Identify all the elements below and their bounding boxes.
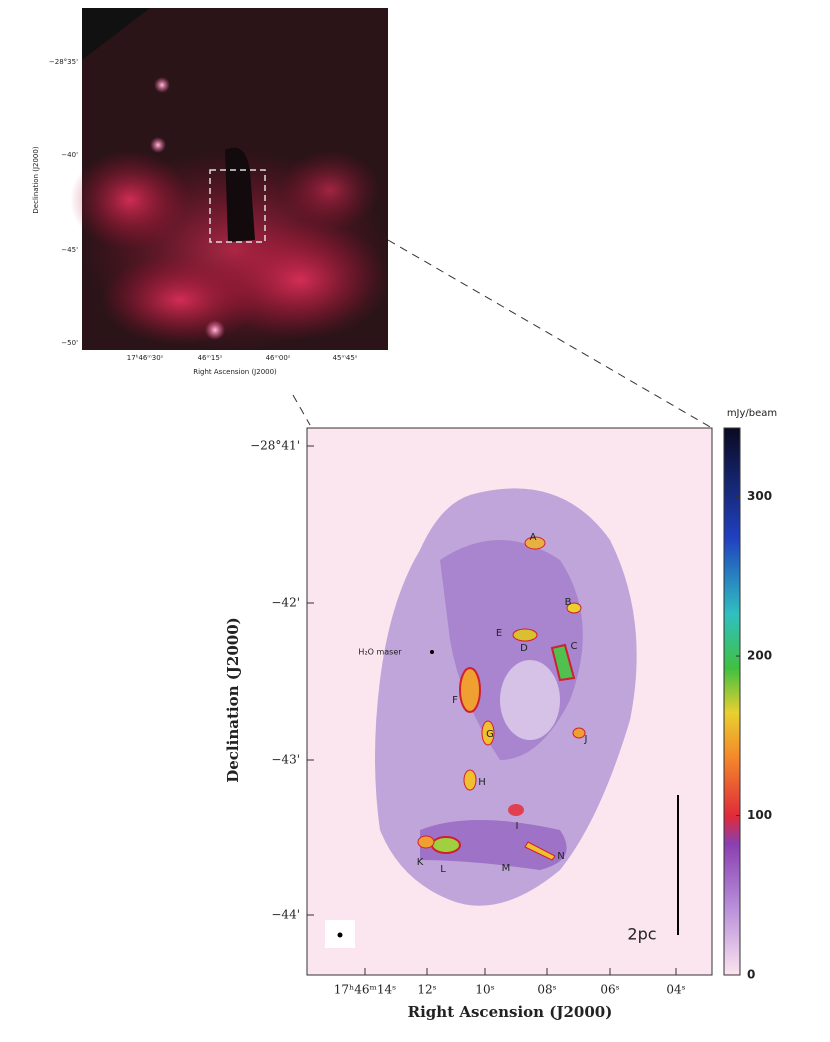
x-tick-label: 12ˢ xyxy=(417,983,436,997)
top-y-tick-label: −45' xyxy=(61,246,78,254)
source-label: L xyxy=(440,864,446,875)
main-xlabel: Right Ascension (J2000) xyxy=(408,1003,613,1021)
y-tick-label: −42' xyxy=(271,596,300,610)
source-label: H xyxy=(478,777,486,788)
zoom-line xyxy=(292,394,311,426)
y-tick-label: −43' xyxy=(271,753,300,767)
main-ylabel: Declination (J2000) xyxy=(224,617,242,783)
colorbar-tick-label: 0 xyxy=(747,968,755,982)
colorbar xyxy=(723,427,741,976)
source-label: M xyxy=(502,863,511,874)
colorbar-tick-label: 100 xyxy=(747,808,772,822)
top-image xyxy=(70,8,390,350)
source-label: F xyxy=(452,695,458,706)
main-map xyxy=(306,427,713,976)
top-x-tick-label: 45ᵐ45ˢ xyxy=(333,354,358,362)
source-label: N xyxy=(557,851,564,862)
colorbar-tick-label: 300 xyxy=(747,489,772,503)
source-label: E xyxy=(496,628,502,639)
top-x-tick-label: 46ᵐ00ˢ xyxy=(266,354,291,362)
x-tick-label: 08ˢ xyxy=(537,983,556,997)
source-label: K xyxy=(417,857,424,868)
maser-label: H₂O maser xyxy=(358,648,402,657)
source-label: C xyxy=(571,641,578,652)
source-label: G xyxy=(486,729,494,740)
x-tick-label: 06ˢ xyxy=(600,983,619,997)
top-y-tick-label: −28°35' xyxy=(49,58,78,66)
x-tick-label: 10ˢ xyxy=(475,983,494,997)
source-label: I xyxy=(516,821,519,832)
source-label: B xyxy=(565,597,572,608)
top-y-tick-label: −50' xyxy=(61,339,78,347)
top-ylabel: Declination (J2000) xyxy=(32,146,40,213)
source-label: D xyxy=(520,643,528,654)
colorbar-unit: mJy/beam xyxy=(727,408,777,419)
x-tick-label: 17ʰ46ᵐ14ˢ xyxy=(334,983,396,997)
x-tick-label: 04ˢ xyxy=(666,983,685,997)
scale-label: 2pc xyxy=(627,925,656,944)
top-x-tick-label: 46ᵐ15ˢ xyxy=(198,354,223,362)
top-y-tick-label: −40' xyxy=(61,151,78,159)
source-label: J xyxy=(584,734,588,745)
source-label: A xyxy=(530,532,537,543)
top-x-tick-label: 17ʰ46ᵐ30ˢ xyxy=(127,354,164,362)
y-tick-label: −28°41' xyxy=(250,439,300,453)
top-xlabel: Right Ascension (J2000) xyxy=(193,368,277,376)
y-tick-label: −44' xyxy=(271,908,300,922)
zoom-line xyxy=(387,239,713,429)
colorbar-tick-label: 200 xyxy=(747,649,772,663)
